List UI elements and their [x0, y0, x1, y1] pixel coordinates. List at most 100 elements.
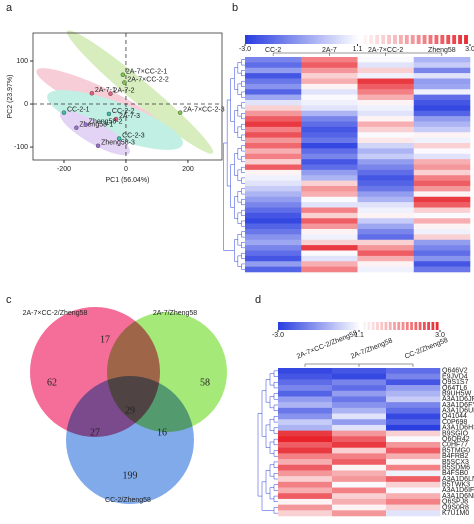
row-label: Q64TL6 [442, 385, 467, 392]
row-label: A3A1D6FYD1 [442, 402, 474, 409]
colorbar-cell [266, 35, 271, 44]
colorbar-cell [311, 322, 315, 330]
colorbar-cell [427, 322, 431, 330]
heat-cell [245, 186, 302, 192]
heat-cell [245, 159, 302, 165]
heat-cell [386, 447, 441, 454]
heat-cell [301, 132, 358, 138]
colorbar-cell [272, 35, 277, 44]
row-label: Q646V2 [442, 368, 468, 375]
colorbar-cell [435, 322, 439, 330]
heat-cell [386, 436, 441, 443]
ellipse [59, 110, 131, 156]
colorbar-cell [286, 35, 291, 44]
heat-cell [245, 212, 302, 219]
row-label: A3A1D6NPE8 [442, 493, 474, 500]
point-label: CC-2-1 [67, 106, 90, 113]
heat-cell [245, 126, 302, 133]
heat-cell [245, 89, 302, 95]
colorbar-cell [397, 322, 401, 330]
heat-cell [278, 424, 333, 431]
colorbar-cell [332, 35, 337, 44]
heat-cell [357, 105, 415, 112]
heat-cell [301, 94, 358, 101]
colorbar-label: 3.0 [435, 332, 445, 339]
colorbar-cell [255, 35, 260, 44]
colorbar-cell [387, 35, 391, 44]
colorbar-cell [279, 322, 283, 330]
point [113, 116, 119, 122]
heat-cell [245, 245, 302, 251]
colorbar-label: -3.0 [239, 46, 251, 53]
heat-cell [278, 396, 333, 403]
heat-cell [245, 73, 302, 79]
heat-cell [245, 78, 302, 85]
colorbar-cell [289, 322, 293, 330]
heat-cell [413, 116, 471, 122]
heat-cell [301, 153, 358, 160]
heat-cell [278, 459, 333, 466]
heat-cell [245, 261, 302, 267]
point-label: 2A-7-3 [119, 113, 140, 120]
row-label: Q6SPJ8 [442, 499, 468, 506]
colorbar-cell [410, 35, 415, 44]
colorbar-cell [324, 35, 329, 44]
panel-letter: c [6, 294, 12, 306]
heat-cell [301, 164, 358, 171]
heat-cell [332, 493, 387, 500]
colorbar-cell [376, 322, 379, 330]
heat-cell [357, 180, 415, 187]
heat-cell [413, 153, 471, 160]
colorbar-cell [405, 322, 409, 330]
heat-cell [301, 234, 358, 241]
heat-cell [413, 207, 471, 214]
heat-cell [301, 218, 358, 224]
colorbar-cell [458, 35, 463, 44]
heat-cell [278, 373, 333, 380]
heat-cell [278, 498, 333, 505]
heat-cell [357, 250, 415, 257]
colorbar-cell [288, 35, 293, 44]
colorbar-cell [327, 35, 332, 44]
heat-cell [357, 255, 415, 262]
region-count: 29 [125, 405, 135, 416]
point [61, 110, 67, 115]
heat-cell [413, 239, 471, 246]
heat-cell [245, 83, 302, 90]
heat-cell [245, 191, 302, 198]
colorbar-cell [416, 35, 421, 44]
heat-cell [357, 218, 415, 224]
colorbar-cell [277, 35, 282, 44]
colorbar-cell [253, 35, 258, 44]
heat-cell [301, 89, 358, 95]
heat-cell [357, 202, 415, 208]
heat-cell [301, 159, 358, 165]
heat-cell [332, 447, 387, 454]
point [177, 110, 183, 115]
heat-cell [386, 493, 441, 500]
heat-cell [332, 436, 387, 443]
colorbar-cell [369, 35, 374, 44]
heat-cell [386, 453, 441, 460]
heat-cell [301, 196, 358, 203]
heat-cell [357, 126, 415, 133]
colorbar-cell [401, 322, 405, 330]
heat-cell [301, 126, 358, 133]
colorbar-cell [329, 322, 333, 330]
region-count: 27 [90, 427, 100, 438]
colorbar-cell [422, 35, 427, 44]
colorbar-cell [354, 35, 359, 44]
heat-cell [245, 164, 302, 171]
heat-cell [245, 100, 302, 106]
heat-cell [301, 100, 358, 106]
set-label: CC-2/Zheng58 [105, 497, 151, 504]
heat-cell [332, 442, 387, 448]
colorbar-cell [393, 322, 396, 330]
heat-cell [278, 487, 333, 494]
heat-cell [357, 67, 415, 74]
row-label: A3A1D6JP87 [442, 396, 474, 403]
heat-cell [301, 116, 358, 122]
heat-cell [278, 476, 333, 483]
heat-cell [245, 175, 302, 181]
heat-cell [357, 116, 415, 122]
